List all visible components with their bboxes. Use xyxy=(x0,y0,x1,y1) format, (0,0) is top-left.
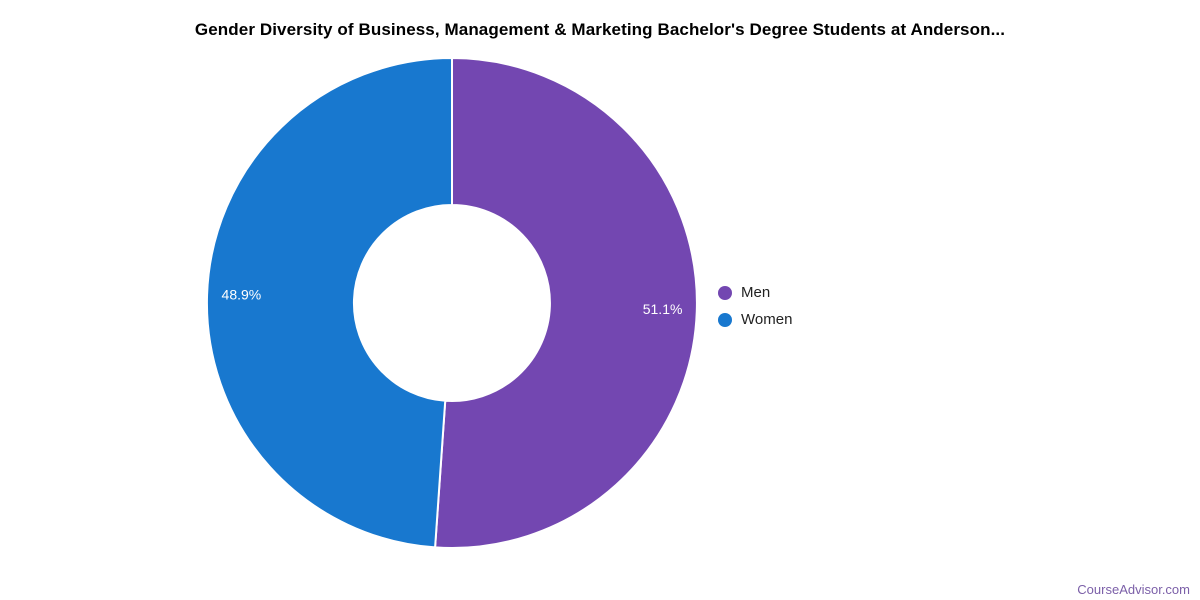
chart-title: Gender Diversity of Business, Management… xyxy=(194,20,1006,39)
legend-label-men: Men xyxy=(741,284,771,301)
slice-label-men: 51.1% xyxy=(643,301,683,317)
slice-men[interactable] xyxy=(434,57,698,549)
legend: Men Women xyxy=(718,279,792,333)
legend-label-women: Women xyxy=(741,311,793,328)
legend-item-women[interactable]: Women xyxy=(718,306,792,333)
courseadvisor-link[interactable]: CourseAdvisor.com xyxy=(1077,582,1190,597)
donut-chart: 51.1% 48.9% xyxy=(205,57,698,549)
legend-item-men[interactable]: Men xyxy=(718,279,792,306)
slice-women[interactable] xyxy=(205,57,453,549)
women-swatch-icon xyxy=(718,312,732,327)
men-swatch-icon xyxy=(718,285,732,300)
slice-label-women: 48.9% xyxy=(222,286,262,302)
